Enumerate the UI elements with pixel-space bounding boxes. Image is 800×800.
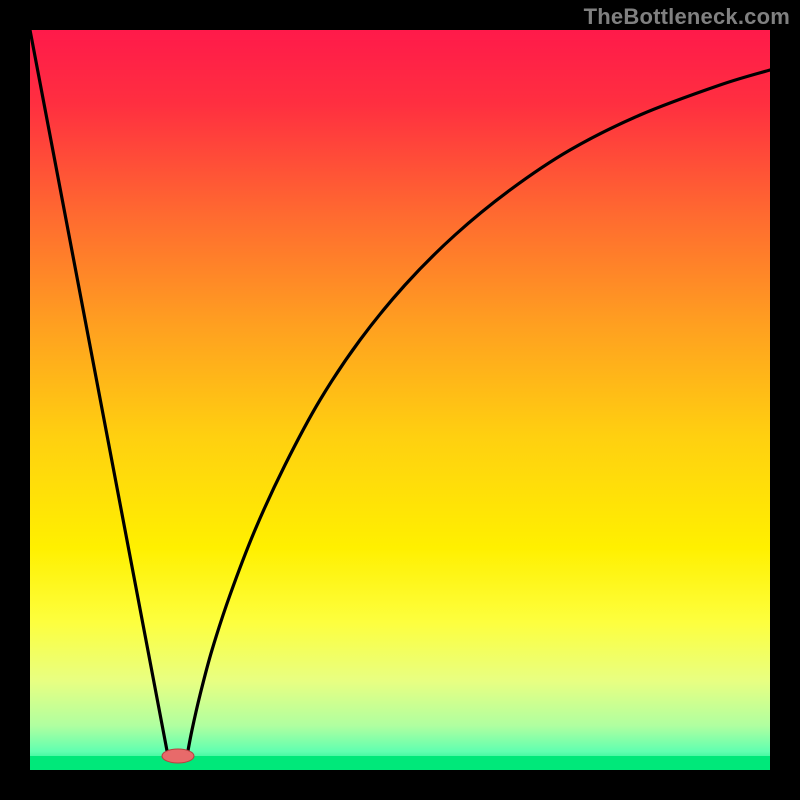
chart-container: TheBottleneck.com	[0, 0, 800, 800]
chart-background	[30, 30, 770, 770]
optimal-marker	[162, 749, 194, 763]
chart-bottom-strip	[30, 756, 770, 770]
watermark-label: TheBottleneck.com	[584, 4, 790, 30]
bottleneck-chart	[0, 0, 800, 800]
